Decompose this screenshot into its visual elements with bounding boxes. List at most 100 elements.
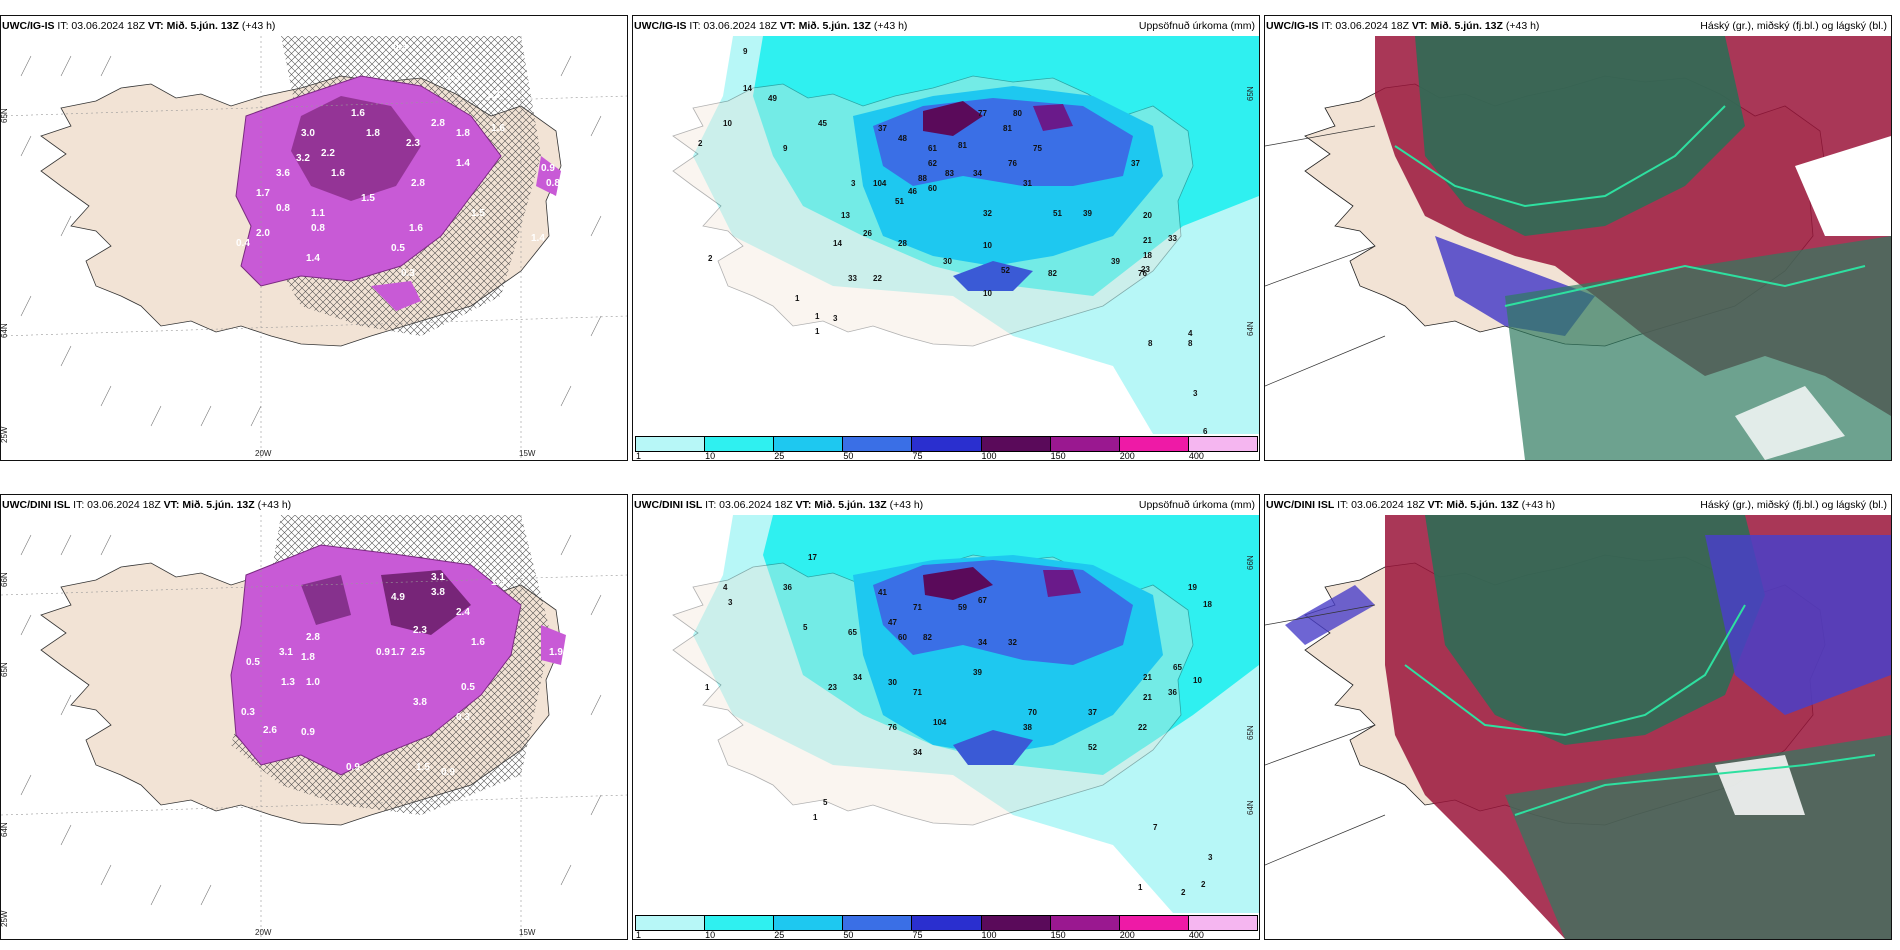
precip-max2	[1043, 570, 1081, 597]
valid-time: VT: Mið. 5.jún. 13Z	[163, 499, 255, 511]
model-name: UWC/IG-IS	[2, 20, 55, 32]
svg-text:3: 3	[728, 598, 733, 607]
svg-text:5: 5	[803, 623, 808, 632]
colorbar-label: 75	[912, 451, 923, 461]
valid-time: VT: Mið. 5.jún. 13Z	[147, 20, 239, 32]
clear-sky	[1715, 755, 1805, 815]
svg-text:38: 38	[1023, 723, 1032, 732]
precip-east	[541, 625, 566, 665]
init-time: IT: 03.06.2024 18Z	[57, 20, 145, 32]
init-time: IT: 03.06.2024 18Z	[705, 499, 793, 511]
svg-text:34: 34	[913, 748, 922, 757]
value-1: 1.3	[446, 73, 460, 84]
svg-text:20: 20	[1143, 211, 1152, 220]
lon-label: 20W	[255, 449, 272, 458]
panel-header: UWC/DINI ISL IT: 03.06.2024 18Z VT: Mið.…	[633, 495, 1259, 515]
value-16: 1.7	[256, 188, 270, 199]
colorbar-label: 50	[843, 451, 854, 461]
value-23: 1.4	[306, 253, 320, 264]
colorbar-segment	[635, 436, 706, 452]
svg-text:36: 36	[1168, 688, 1177, 697]
colorbar-segment	[773, 915, 844, 931]
svg-text:1.3: 1.3	[491, 577, 505, 588]
value-9: 1.8	[366, 128, 380, 139]
panel-top-right: UWC/IG-IS IT: 03.06.2024 18Z VT: Mið. 5.…	[1264, 15, 1892, 461]
lat-label: 65N	[1246, 725, 1255, 740]
precip-rate-map: 3.1 3.8 2.4 1.3 4.9 2.3 1.6 2.8 3.1 1.8 …	[1, 515, 627, 939]
svg-text:1: 1	[815, 312, 820, 321]
panel-bottom-mid: UWC/DINI ISL IT: 03.06.2024 18Z VT: Mið.…	[632, 494, 1260, 940]
svg-text:0.9: 0.9	[346, 762, 360, 773]
svg-text:59: 59	[958, 603, 967, 612]
svg-text:81: 81	[958, 141, 967, 150]
value-26: 1.5	[471, 208, 485, 219]
svg-text:0.5: 0.5	[461, 682, 475, 693]
mid-cloud-teal	[1425, 515, 1765, 745]
lon-label: 25W	[1, 426, 9, 443]
value-21: 1.1	[311, 208, 325, 219]
colorbar-label: 200	[1119, 451, 1135, 461]
svg-text:70: 70	[1028, 708, 1037, 717]
colorbar-label: 100	[981, 451, 997, 461]
svg-text:9: 9	[783, 144, 788, 153]
colorbar-segment	[911, 915, 982, 931]
wind-barbs	[20, 55, 602, 427]
colorbar-label: 400	[1188, 930, 1204, 940]
svg-text:88: 88	[918, 174, 927, 183]
svg-text:0.9: 0.9	[376, 647, 390, 658]
svg-text:37: 37	[1088, 708, 1097, 717]
panel-header: UWC/DINI ISL IT: 03.06.2024 18Z VT: Mið.…	[1265, 495, 1891, 515]
svg-text:13: 13	[841, 211, 850, 220]
valid-time: VT: Mið. 5.jún. 13Z	[795, 499, 887, 511]
svg-text:1.3: 1.3	[281, 677, 295, 688]
svg-text:1: 1	[705, 683, 710, 692]
colorbar-label: 10	[705, 930, 716, 940]
svg-text:76: 76	[1008, 159, 1017, 168]
lat-label: 65N	[1, 108, 9, 123]
lat-label: 64N	[1246, 800, 1255, 815]
lon-label: 25W	[1, 910, 9, 927]
svg-text:60: 60	[928, 184, 937, 193]
init-time: IT: 03.06.2024 18Z	[689, 20, 777, 32]
svg-text:81: 81	[1003, 124, 1012, 133]
lead-time: (+43 h)	[1521, 499, 1556, 511]
svg-text:82: 82	[923, 633, 932, 642]
value-17: 1.5	[361, 193, 375, 204]
precip-core2	[301, 575, 351, 625]
svg-text:45: 45	[818, 119, 827, 128]
field-label: Uppsöfnuð úrkoma (mm)	[1138, 20, 1255, 32]
svg-text:34: 34	[973, 169, 982, 178]
svg-text:76: 76	[888, 723, 897, 732]
svg-text:21: 21	[1143, 693, 1152, 702]
svg-text:0.5: 0.5	[246, 657, 260, 668]
precip-values: 3.1 3.8 2.4 1.3 4.9 2.3 1.6 2.8 3.1 1.8 …	[241, 572, 563, 778]
accumulated-precip-map: 9 14 10 2 49 45 9 37 48 61 81 77 80 75 7…	[633, 36, 1259, 434]
svg-text:30: 30	[943, 257, 952, 266]
cloud-cover-map	[1265, 515, 1891, 939]
svg-text:67: 67	[978, 596, 987, 605]
svg-text:37: 37	[1131, 159, 1140, 168]
svg-text:51: 51	[895, 197, 904, 206]
svg-text:31: 31	[1023, 179, 1032, 188]
precip-values: 0.3 1.3 1.3 2.8 1.8 1.6 1.4 2.8 2.3 1.8 …	[236, 42, 563, 279]
svg-text:65: 65	[1173, 663, 1182, 672]
svg-text:71: 71	[913, 688, 922, 697]
valid-time: VT: Mið. 5.jún. 13Z	[1411, 20, 1503, 32]
svg-text:1: 1	[813, 813, 818, 822]
value-11: 3.0	[301, 128, 315, 139]
value-30: 1.4	[531, 233, 545, 244]
field-label: Háský (gr.), miðský (fj.bl.) og lágský (…	[1700, 499, 1887, 511]
colorbar-segment	[980, 915, 1051, 931]
svg-text:10: 10	[723, 119, 732, 128]
svg-text:19: 19	[1188, 583, 1197, 592]
colorbar-segment	[842, 436, 913, 452]
svg-text:32: 32	[983, 209, 992, 218]
value-2: 1.3	[486, 90, 500, 101]
mid-cloud-teal	[1415, 36, 1745, 236]
svg-text:6: 6	[1203, 427, 1208, 434]
colorbar-label: 400	[1188, 451, 1204, 461]
lat-label: 64N	[1246, 321, 1255, 336]
colorbar-segment	[1049, 436, 1120, 452]
svg-text:41: 41	[878, 588, 887, 597]
model-name: UWC/IG-IS	[1266, 20, 1319, 32]
